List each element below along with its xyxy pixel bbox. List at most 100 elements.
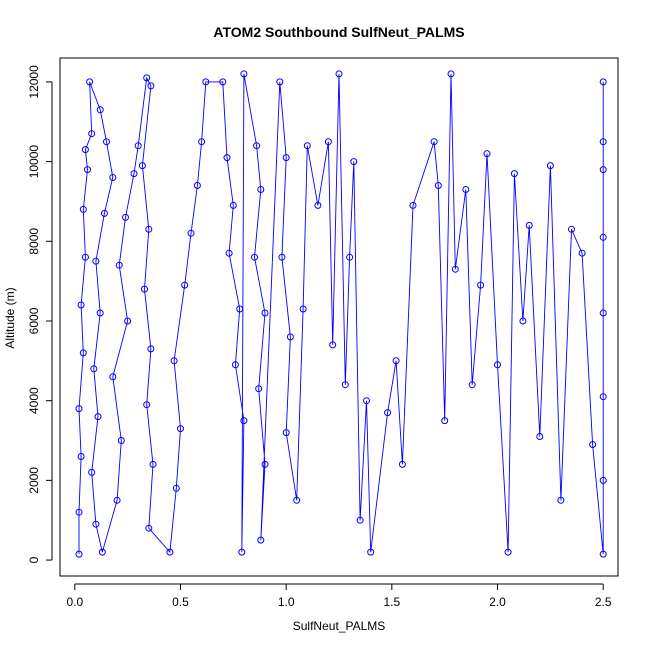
data-point bbox=[138, 162, 146, 170]
data-point bbox=[519, 317, 527, 325]
data-point bbox=[113, 496, 121, 504]
y-tick-label: 2000 bbox=[27, 467, 41, 494]
x-axis-label: SulfNeut_PALMS bbox=[293, 619, 386, 633]
data-point bbox=[103, 138, 110, 146]
data-point bbox=[225, 249, 233, 257]
data-point bbox=[79, 205, 87, 213]
data-point bbox=[536, 433, 544, 440]
data-point bbox=[141, 285, 148, 293]
data-point bbox=[117, 437, 125, 444]
data-point bbox=[257, 536, 265, 544]
data-point bbox=[599, 78, 607, 86]
data-point bbox=[589, 441, 597, 448]
data-point bbox=[75, 550, 83, 558]
data-point bbox=[236, 305, 244, 313]
y-tick-label: 8000 bbox=[27, 228, 41, 255]
data-point bbox=[282, 154, 290, 162]
data-point bbox=[568, 225, 575, 233]
x-tick-label: 2.0 bbox=[489, 595, 506, 609]
data-point bbox=[367, 548, 375, 556]
data-point bbox=[143, 74, 151, 82]
y-tick-label: 4000 bbox=[27, 387, 41, 414]
data-point bbox=[599, 476, 607, 484]
data-point bbox=[198, 138, 206, 146]
x-tick-label: 2.5 bbox=[595, 595, 612, 609]
x-axis: 0.0 0.5 1.0 1.5 2.0 2.5 bbox=[66, 583, 612, 609]
data-point bbox=[130, 170, 138, 178]
chart-title: ATOM2 Southbound SulfNeut_PALMS bbox=[213, 24, 464, 40]
data-point bbox=[346, 253, 354, 261]
data-point bbox=[94, 413, 102, 421]
data-point bbox=[546, 162, 554, 170]
data-point bbox=[261, 460, 269, 468]
data-point bbox=[599, 166, 607, 174]
data-point bbox=[494, 361, 501, 369]
data-point bbox=[81, 146, 89, 154]
data-point bbox=[84, 166, 91, 174]
data-point bbox=[96, 309, 104, 317]
data-point bbox=[278, 253, 286, 261]
data-point bbox=[77, 453, 85, 460]
data-point bbox=[599, 138, 607, 146]
data-point bbox=[434, 182, 442, 189]
data-point bbox=[147, 82, 155, 90]
data-point bbox=[81, 253, 89, 261]
y-tick-label: 0 bbox=[27, 556, 41, 563]
data-point bbox=[557, 496, 565, 504]
data-point bbox=[181, 281, 189, 289]
y-tick-label: 12000 bbox=[27, 65, 41, 99]
data-point bbox=[350, 158, 358, 166]
data-point bbox=[314, 201, 322, 209]
data-point bbox=[88, 130, 96, 138]
y-axis: 0 2000 4000 6000 8000 10000 12000 bbox=[27, 65, 53, 563]
data-point bbox=[147, 345, 155, 353]
data-point bbox=[170, 357, 178, 365]
data-point bbox=[109, 373, 117, 381]
data-point bbox=[251, 253, 258, 261]
data-point bbox=[229, 201, 237, 209]
data-point bbox=[329, 341, 337, 349]
data-point bbox=[286, 333, 294, 341]
data-point bbox=[504, 548, 512, 556]
series-lines bbox=[78, 73, 604, 555]
data-point bbox=[134, 142, 142, 150]
data-point bbox=[510, 170, 518, 178]
data-point bbox=[384, 409, 392, 417]
data-point bbox=[257, 186, 265, 193]
data-point bbox=[392, 357, 400, 365]
data-point bbox=[483, 150, 491, 158]
data-point bbox=[109, 174, 117, 181]
data-point bbox=[240, 417, 248, 425]
data-point bbox=[143, 401, 151, 409]
data-point bbox=[599, 550, 607, 558]
data-point bbox=[240, 70, 248, 78]
y-tick-label: 6000 bbox=[27, 307, 41, 334]
data-point bbox=[92, 257, 100, 265]
data-point bbox=[409, 201, 417, 209]
data-point bbox=[261, 309, 269, 317]
data-point bbox=[253, 142, 261, 150]
data-point bbox=[149, 460, 157, 468]
data-point bbox=[477, 281, 485, 289]
data-point bbox=[98, 548, 106, 556]
data-point bbox=[172, 484, 180, 492]
data-point bbox=[462, 186, 470, 193]
data-point bbox=[124, 317, 132, 325]
data-point bbox=[86, 78, 94, 86]
data-point bbox=[398, 460, 406, 468]
data-point bbox=[75, 405, 83, 413]
data-point bbox=[90, 365, 98, 373]
data-point bbox=[324, 138, 332, 146]
data-point bbox=[293, 496, 301, 504]
data-point bbox=[187, 229, 195, 237]
data-point bbox=[599, 233, 607, 241]
data-point bbox=[468, 381, 476, 389]
data-point bbox=[88, 468, 96, 476]
data-point bbox=[202, 78, 210, 86]
series-points bbox=[75, 70, 607, 558]
data-point bbox=[231, 361, 239, 369]
data-point bbox=[335, 70, 343, 78]
